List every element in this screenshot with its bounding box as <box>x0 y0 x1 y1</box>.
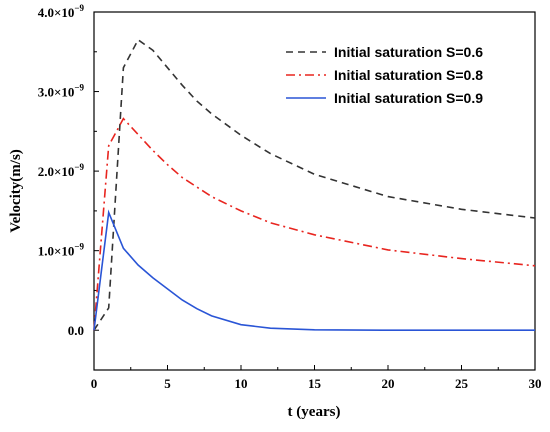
series-line <box>93 117 536 331</box>
y-tick-label: 3.0×10−9 <box>38 83 85 100</box>
x-tick-label: 25 <box>455 376 469 391</box>
x-tick-label: 15 <box>308 376 322 391</box>
x-tick-label: 0 <box>91 376 98 391</box>
x-tick-label: 20 <box>382 376 395 391</box>
legend-label: Initial saturation S=0.9 <box>334 90 483 106</box>
y-tick-label: 2.0×10−9 <box>38 162 85 179</box>
y-ticks: 0.0 1.0×10−9 2.0×10−9 3.0×10−9 4.0×10−9 <box>38 3 99 371</box>
x-axis-label: t (years) <box>288 404 341 420</box>
x-ticks: 0 5 10 15 20 25 30 <box>91 365 542 391</box>
x-tick-label: 30 <box>529 376 542 391</box>
series-line <box>93 209 535 332</box>
legend-label: Initial saturation S=0.6 <box>334 44 483 60</box>
y-tick-label: 0.0 <box>68 323 84 338</box>
plot-frame <box>93 11 536 371</box>
x-tick-label: 10 <box>235 376 248 391</box>
y-tick-label: 4.0×10−9 <box>38 3 85 20</box>
y-axis-label: Velocity(m/s) <box>8 149 24 233</box>
y-tick-label: 1.0×10−9 <box>38 242 85 259</box>
series-lines <box>93 38 536 332</box>
series-line <box>93 38 536 331</box>
legend: Initial saturation S=0.6 Initial saturati… <box>286 44 483 106</box>
legend-label: Initial saturation S=0.8 <box>334 67 483 83</box>
x-tick-label: 5 <box>164 376 171 391</box>
